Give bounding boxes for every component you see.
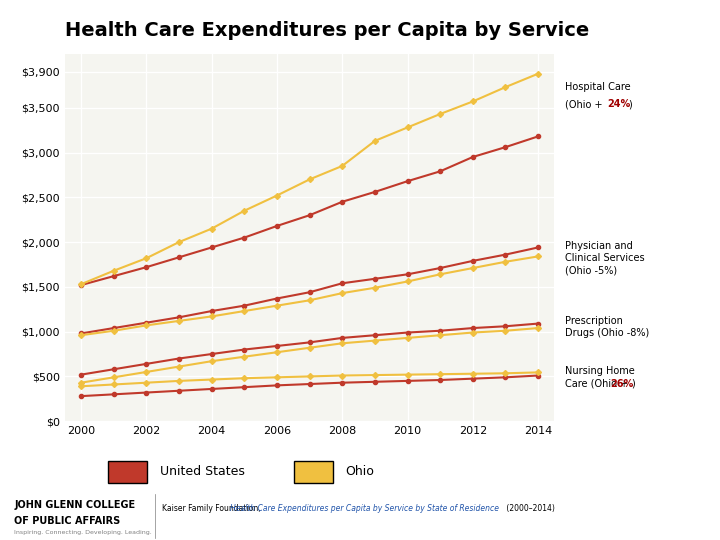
Text: Care (Ohio +: Care (Ohio + [565,379,629,389]
Text: Inspiring. Connecting. Developing. Leading.: Inspiring. Connecting. Developing. Leadi… [14,530,152,535]
Text: Prescription: Prescription [565,316,623,326]
Text: ): ) [631,379,635,389]
Text: Kaiser Family Foundation,: Kaiser Family Foundation, [162,504,263,513]
Text: (Ohio +: (Ohio + [565,99,603,109]
Text: 24%: 24% [607,99,630,109]
Text: ): ) [629,99,632,109]
FancyBboxPatch shape [108,461,147,483]
FancyBboxPatch shape [294,461,333,483]
Text: Hospital Care: Hospital Care [565,82,631,92]
Text: JOHN GLENN COLLEGE: JOHN GLENN COLLEGE [14,500,135,510]
Text: OF PUBLIC AFFAIRS: OF PUBLIC AFFAIRS [14,516,121,526]
Text: Physician and: Physician and [565,241,633,251]
Text: Drugs (Ohio -8%): Drugs (Ohio -8%) [565,328,649,339]
Text: Nursing Home: Nursing Home [565,366,635,376]
Text: Health Care Expenditures per Capita by Service by State of Residence: Health Care Expenditures per Capita by S… [230,504,500,513]
Text: United States: United States [160,464,245,478]
Text: Ohio: Ohio [346,464,374,478]
Text: (Ohio -5%): (Ohio -5%) [565,265,617,275]
Text: Health Care Expenditures per Capita by Service: Health Care Expenditures per Capita by S… [65,22,589,40]
Text: 26%: 26% [611,379,634,389]
Text: (2000–2014): (2000–2014) [504,504,555,513]
Text: Clinical Services: Clinical Services [565,253,645,263]
